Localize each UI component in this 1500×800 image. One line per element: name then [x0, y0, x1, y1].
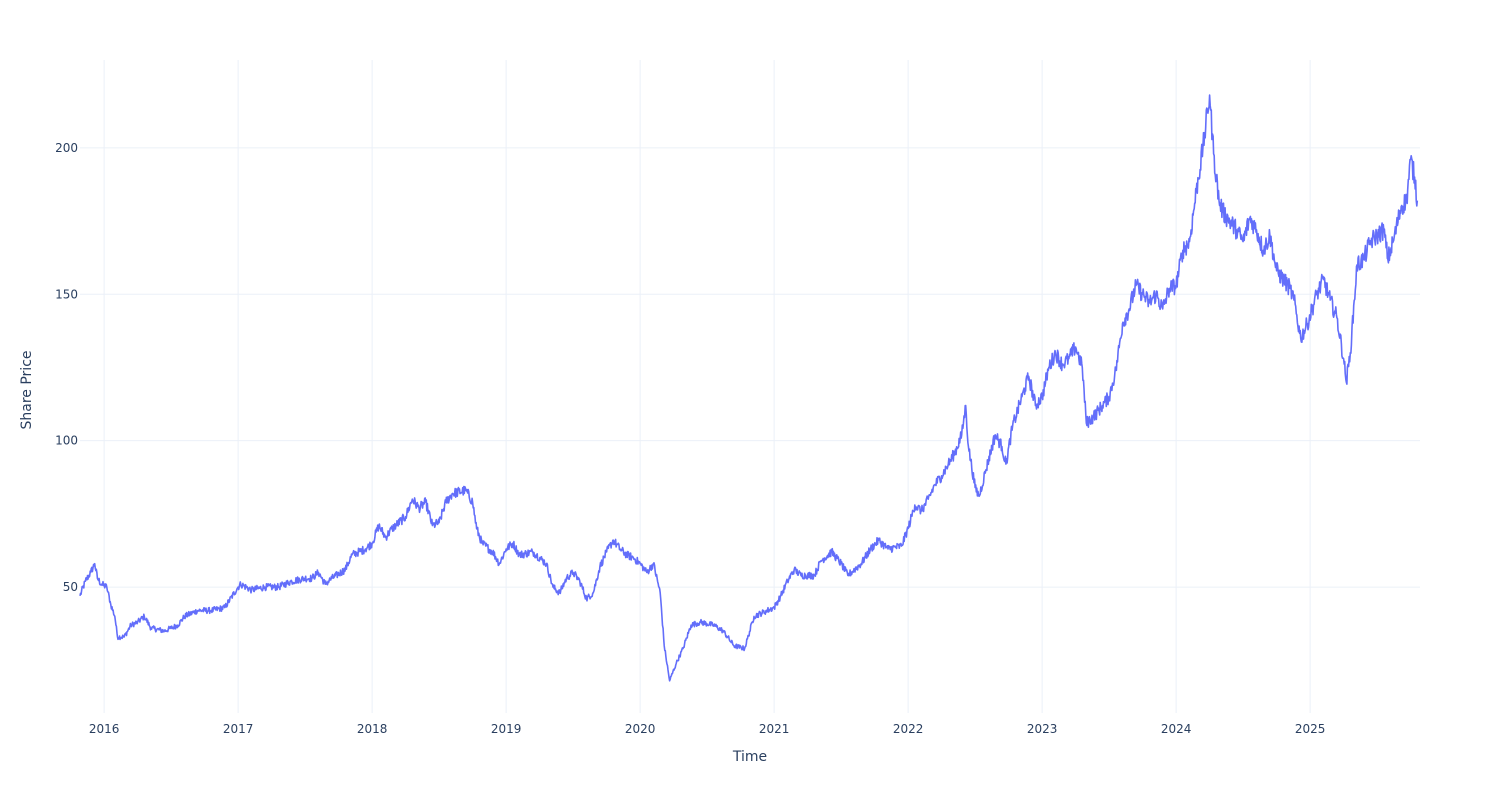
x-tick-label: 2022 [893, 722, 924, 736]
y-tick-label: 50 [63, 580, 78, 594]
x-tick-label: 2018 [357, 722, 388, 736]
x-tick-label: 2024 [1161, 722, 1192, 736]
x-tick-labels: 2016 2017 2018 2019 2020 2021 2022 2023 2024 2025 [89, 722, 1326, 736]
x-tick-label: 2019 [491, 722, 522, 736]
y-tick-labels: 50 100 150 200 [55, 141, 78, 594]
x-tick-label: 2023 [1027, 722, 1058, 736]
y-tick-label: 100 [55, 434, 78, 448]
x-gridlines [103, 60, 1311, 713]
x-tick-label: 2020 [625, 722, 656, 736]
y-axis-title: Share Price [19, 350, 35, 429]
y-tick-label: 200 [55, 141, 78, 155]
x-axis-title: Time [732, 749, 767, 765]
y-gridlines [80, 147, 1420, 588]
x-tick-label: 2016 [89, 722, 120, 736]
x-tick-label: 2021 [759, 722, 790, 736]
share-price-line [79, 94, 1419, 682]
x-tick-label: 2017 [223, 722, 254, 736]
y-tick-label: 150 [55, 287, 78, 301]
series-layer [79, 94, 1419, 682]
x-tick-label: 2025 [1295, 722, 1326, 736]
